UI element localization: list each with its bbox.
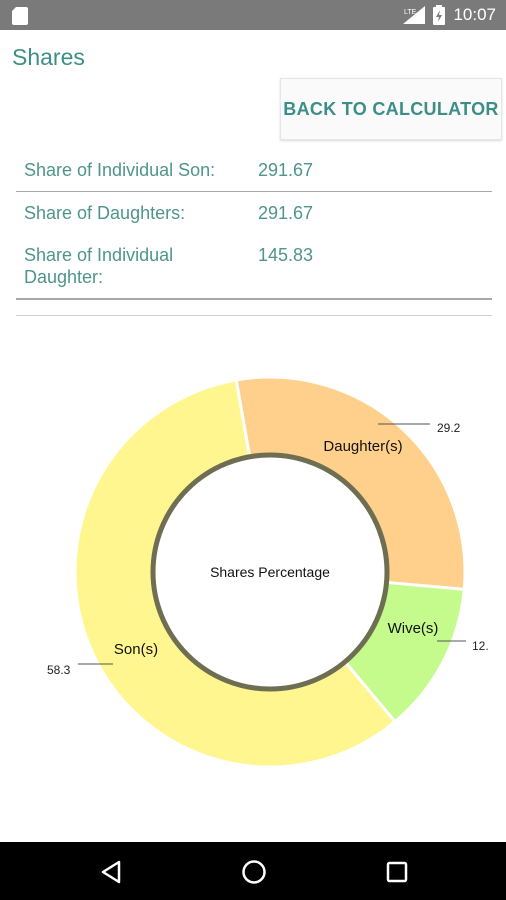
- status-time: 10:07: [453, 5, 496, 24]
- chart-center-title: Shares Percentage: [210, 564, 330, 580]
- result-label: Share of Daughters:: [24, 203, 186, 223]
- donut-hole: [150, 452, 390, 692]
- recents-nav-icon[interactable]: [384, 859, 410, 885]
- result-value: 145.83: [258, 245, 314, 265]
- shares-donut-chart: Shares Percentage Son(s) 58.3 Daughter(s) 29…: [47, 375, 489, 769]
- signal-icon: LTE: [403, 6, 426, 24]
- navigation-bar: [0, 842, 506, 900]
- svg-text:LTE: LTE: [404, 9, 417, 16]
- slice-value-daughter: 29.2: [437, 421, 461, 435]
- slice-label-daughter: Daughter(s): [323, 438, 402, 455]
- table-bottom-divider: [16, 298, 492, 300]
- back-to-calculator-button[interactable]: BACK TO CALCULATOR: [280, 78, 502, 140]
- sd-card-icon: [12, 7, 28, 25]
- status-bar: LTE 10:07: [0, 0, 506, 30]
- slice-label-son: Son(s): [114, 641, 158, 658]
- result-label: Share of Individual Son:: [24, 160, 216, 180]
- row-divider: [16, 191, 492, 192]
- slice-value-son: 58.3: [47, 663, 71, 677]
- page-title: Shares: [12, 44, 85, 70]
- result-value: 291.67: [258, 203, 314, 223]
- slice-value-wives: 12.: [472, 639, 489, 653]
- home-nav-icon[interactable]: [240, 858, 268, 886]
- result-value: 291.67: [258, 160, 314, 180]
- result-label: Share of Individual Daughter:: [24, 245, 174, 287]
- back-nav-icon[interactable]: [98, 859, 124, 885]
- section-divider: [16, 315, 492, 316]
- battery-icon: [433, 5, 446, 25]
- slice-label-wives: Wive(s): [388, 620, 439, 637]
